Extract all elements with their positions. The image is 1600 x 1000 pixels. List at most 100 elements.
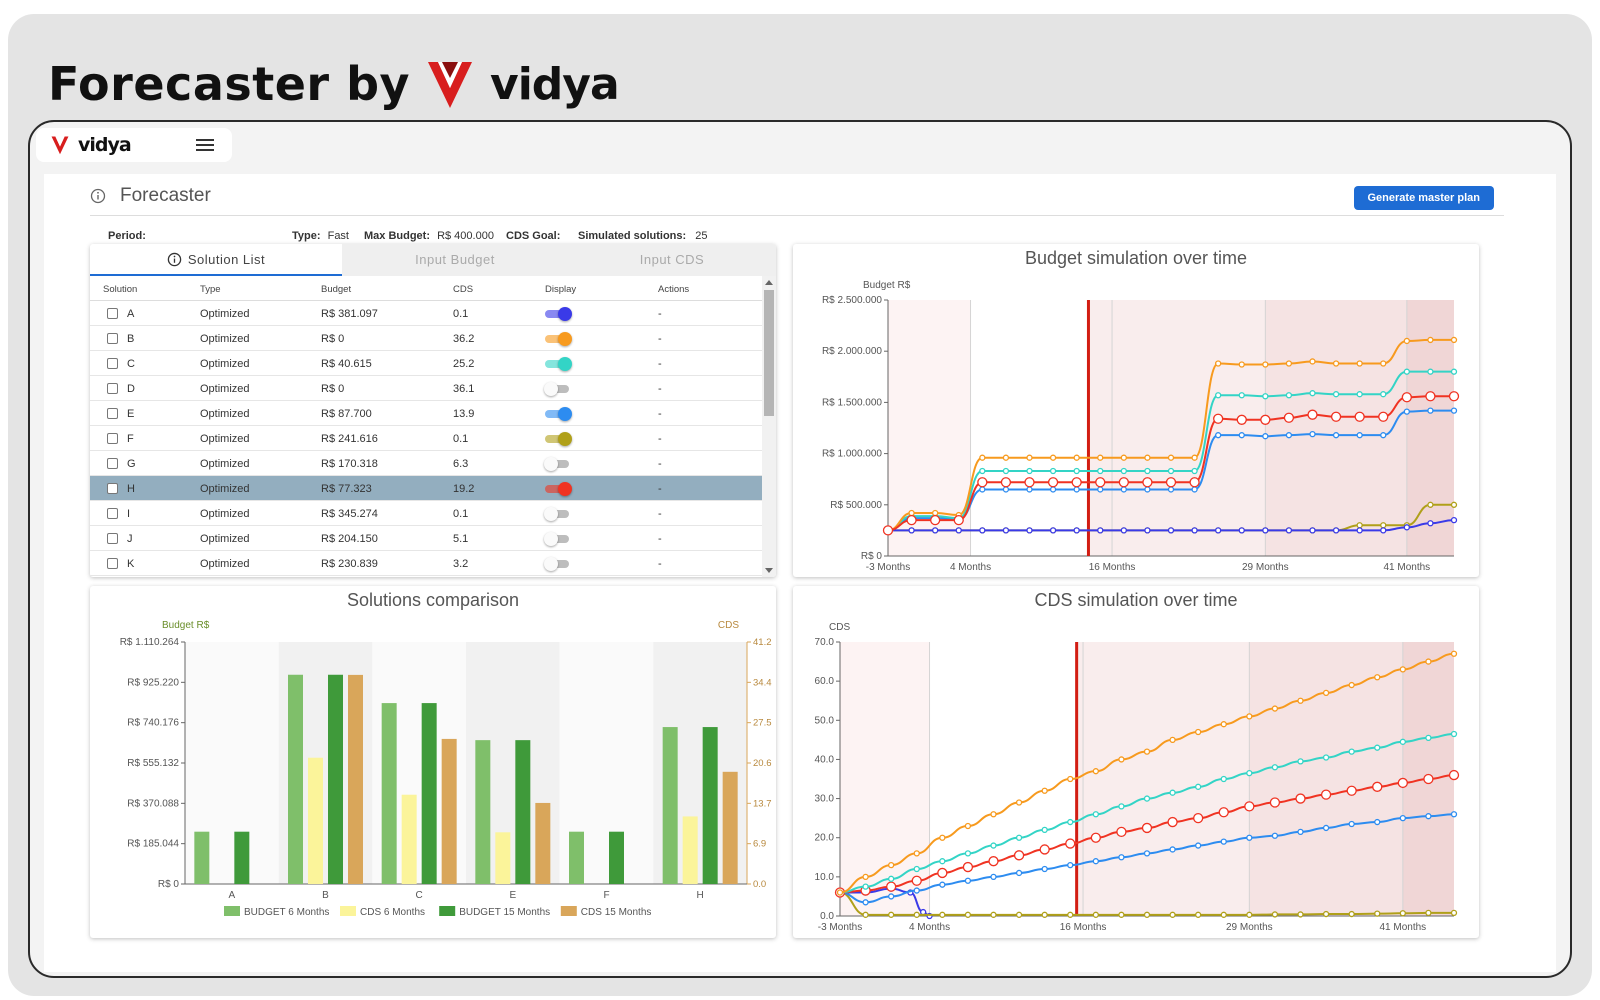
data-point: [1167, 467, 1175, 475]
generate-master-plan-button[interactable]: Generate master plan: [1353, 186, 1494, 210]
table-scrollbar[interactable]: [762, 276, 776, 577]
y-tick-label: 10.0: [815, 872, 835, 883]
row-checkbox[interactable]: [107, 558, 118, 569]
data-point: [1283, 412, 1295, 423]
data-point: [979, 527, 986, 534]
row-checkbox[interactable]: [107, 533, 118, 544]
comparison-chart-title: Solutions comparison: [346, 590, 520, 610]
table-row[interactable]: H Optimized R$ 77.323 19.2 -: [90, 476, 762, 501]
data-point: [1118, 854, 1125, 861]
x-tick-label: 41 Months: [1383, 562, 1430, 573]
row-checkbox[interactable]: [107, 383, 118, 394]
y-tick-label: R$ 925.220: [127, 677, 179, 688]
row-checkbox[interactable]: [107, 333, 118, 344]
row-checkbox[interactable]: [107, 508, 118, 519]
tab-input-budget[interactable]: Input Budget: [342, 244, 568, 276]
toggle-knob: [544, 457, 558, 471]
row-checkbox[interactable]: [107, 308, 118, 319]
data-point: [1399, 814, 1406, 822]
display-toggle[interactable]: [545, 307, 572, 321]
tab-solution-list[interactable]: Solution List: [90, 244, 342, 276]
data-point: [1297, 697, 1304, 704]
bar: [288, 674, 303, 884]
table-row[interactable]: K Optimized R$ 230.839 3.2 -: [90, 551, 762, 576]
display-toggle[interactable]: [544, 507, 571, 521]
row-checkbox[interactable]: [107, 358, 118, 369]
data-point: [1195, 842, 1202, 849]
display-toggle[interactable]: [544, 532, 571, 546]
hamburger-menu-icon[interactable]: [194, 136, 216, 154]
solution-name: K: [127, 558, 135, 570]
table-row[interactable]: C Optimized R$ 40.615 25.2 -: [90, 351, 762, 376]
data-point: [1374, 674, 1381, 681]
data-point: [913, 850, 920, 857]
legend-label: BUDGET 6 Months: [244, 907, 329, 918]
row-checkbox[interactable]: [107, 408, 118, 419]
display-toggle[interactable]: [545, 357, 572, 371]
data-point: [939, 881, 946, 888]
row-checkbox[interactable]: [107, 458, 118, 469]
vidya-logo-icon: [428, 62, 473, 108]
data-point: [1169, 911, 1176, 918]
solution-cds: 19.2: [453, 483, 475, 495]
display-toggle[interactable]: [545, 482, 572, 496]
display-toggle[interactable]: [545, 332, 572, 346]
data-point: [1116, 826, 1127, 837]
table-row[interactable]: D Optimized R$ 0 36.1 -: [90, 376, 762, 401]
info-icon[interactable]: [90, 188, 106, 204]
table-row[interactable]: A Optimized R$ 381.097 0.1 -: [90, 301, 762, 326]
data-point: [888, 911, 895, 918]
data-point: [1246, 834, 1253, 841]
y-tick-label: 0.0: [820, 911, 834, 922]
data-point: [1450, 730, 1458, 738]
data-point: [1238, 527, 1245, 534]
data-point: [1427, 407, 1434, 414]
data-point: [1092, 911, 1099, 918]
solution-cds: 13.9: [453, 408, 475, 420]
display-toggle[interactable]: [545, 432, 572, 446]
display-toggle[interactable]: [544, 457, 571, 471]
scroll-up-arrow-icon[interactable]: [765, 280, 773, 285]
scrollbar-thumb[interactable]: [764, 290, 774, 416]
bar: [348, 674, 363, 884]
row-checkbox[interactable]: [107, 483, 118, 494]
data-point: [1378, 411, 1389, 422]
bar: [495, 832, 511, 884]
table-row[interactable]: B Optimized R$ 0 36.2 -: [90, 326, 762, 351]
solutions-comparison-card: Solutions comparison A B C E F H R$ 0 R$ 185.04…: [90, 586, 776, 938]
display-toggle[interactable]: [545, 407, 572, 421]
data-point: [1092, 768, 1099, 775]
y-tick-label: 40.0: [815, 754, 835, 765]
scroll-down-arrow-icon[interactable]: [765, 568, 773, 573]
data-point: [990, 873, 997, 881]
data-point: [1120, 467, 1127, 475]
toggle-knob: [544, 557, 558, 571]
y2-tick-label: 0.0: [753, 879, 766, 890]
data-point: [911, 875, 922, 886]
data-point: [1026, 527, 1033, 534]
toggle-track: [545, 435, 569, 443]
cds-simulation-chart: -3 Months 4 Months 16 Months 29 Months 41 Mo…: [815, 622, 1460, 933]
cds-chart-title: CDS simulation over time: [1034, 590, 1238, 610]
table-row[interactable]: F Optimized R$ 241.616 0.1 -: [90, 426, 762, 451]
simulation-summary: Period: Type: Fast Max Budget: R$ 400.00…: [108, 230, 1508, 246]
brand-name: vidya: [490, 58, 620, 110]
display-toggle[interactable]: [544, 382, 571, 396]
data-point: [1246, 769, 1253, 777]
table-row[interactable]: E Optimized R$ 87.700 13.9 -: [90, 401, 762, 426]
data-point: [1067, 818, 1074, 826]
display-toggle[interactable]: [544, 557, 571, 571]
row-checkbox[interactable]: [107, 433, 118, 444]
table-row[interactable]: J Optimized R$ 204.150 5.1 -: [90, 526, 762, 551]
table-row[interactable]: G Optimized R$ 170.318 6.3 -: [90, 451, 762, 476]
tab-input-cds[interactable]: Input CDS: [568, 244, 776, 276]
data-point: [1015, 869, 1023, 877]
table-row[interactable]: I Optimized R$ 345.274 0.1 -: [90, 501, 762, 526]
data-point: [1309, 390, 1316, 397]
x-tick-label: B: [322, 890, 329, 901]
col-cds: CDS: [453, 284, 474, 295]
solution-type: Optimized: [200, 558, 250, 570]
data-point: [953, 515, 964, 526]
toggle-knob: [544, 507, 558, 521]
data-point: [964, 850, 972, 857]
